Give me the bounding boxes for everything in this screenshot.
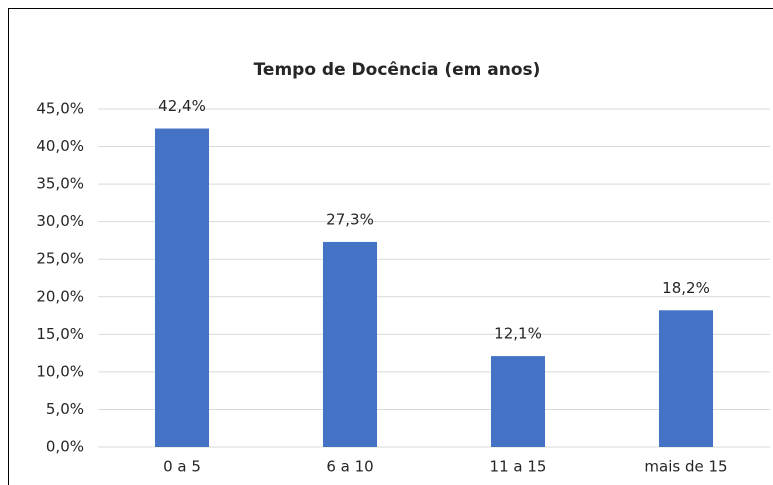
y-tick-label: 35,0% — [36, 175, 84, 193]
chart-border — [8, 8, 773, 485]
y-tick-label: 45,0% — [36, 100, 84, 118]
y-tick-label: 25,0% — [36, 250, 84, 268]
y-tick-label: 20,0% — [36, 287, 84, 305]
data-label: 12,1% — [494, 325, 542, 343]
y-tick-label: 5,0% — [46, 400, 84, 418]
y-tick-label: 30,0% — [36, 212, 84, 230]
x-tick-label: 11 a 15 — [490, 458, 547, 476]
chart-title: Tempo de Docência (em anos) — [254, 60, 541, 80]
data-label: 18,2% — [662, 279, 710, 297]
x-tick-label: 6 a 10 — [326, 458, 373, 476]
y-tick-label: 10,0% — [36, 362, 84, 380]
y-tick-label: 15,0% — [36, 325, 84, 343]
bar — [659, 310, 713, 447]
bar — [491, 356, 545, 447]
y-tick-label: 0,0% — [46, 438, 84, 456]
data-label: 27,3% — [326, 210, 374, 228]
bar — [323, 241, 377, 447]
data-label: 42,4% — [158, 97, 206, 115]
y-tick-label: 40,0% — [36, 137, 84, 155]
bar — [155, 128, 209, 448]
x-tick-label: 0 a 5 — [163, 458, 201, 476]
x-tick-label: mais de 15 — [644, 458, 727, 476]
